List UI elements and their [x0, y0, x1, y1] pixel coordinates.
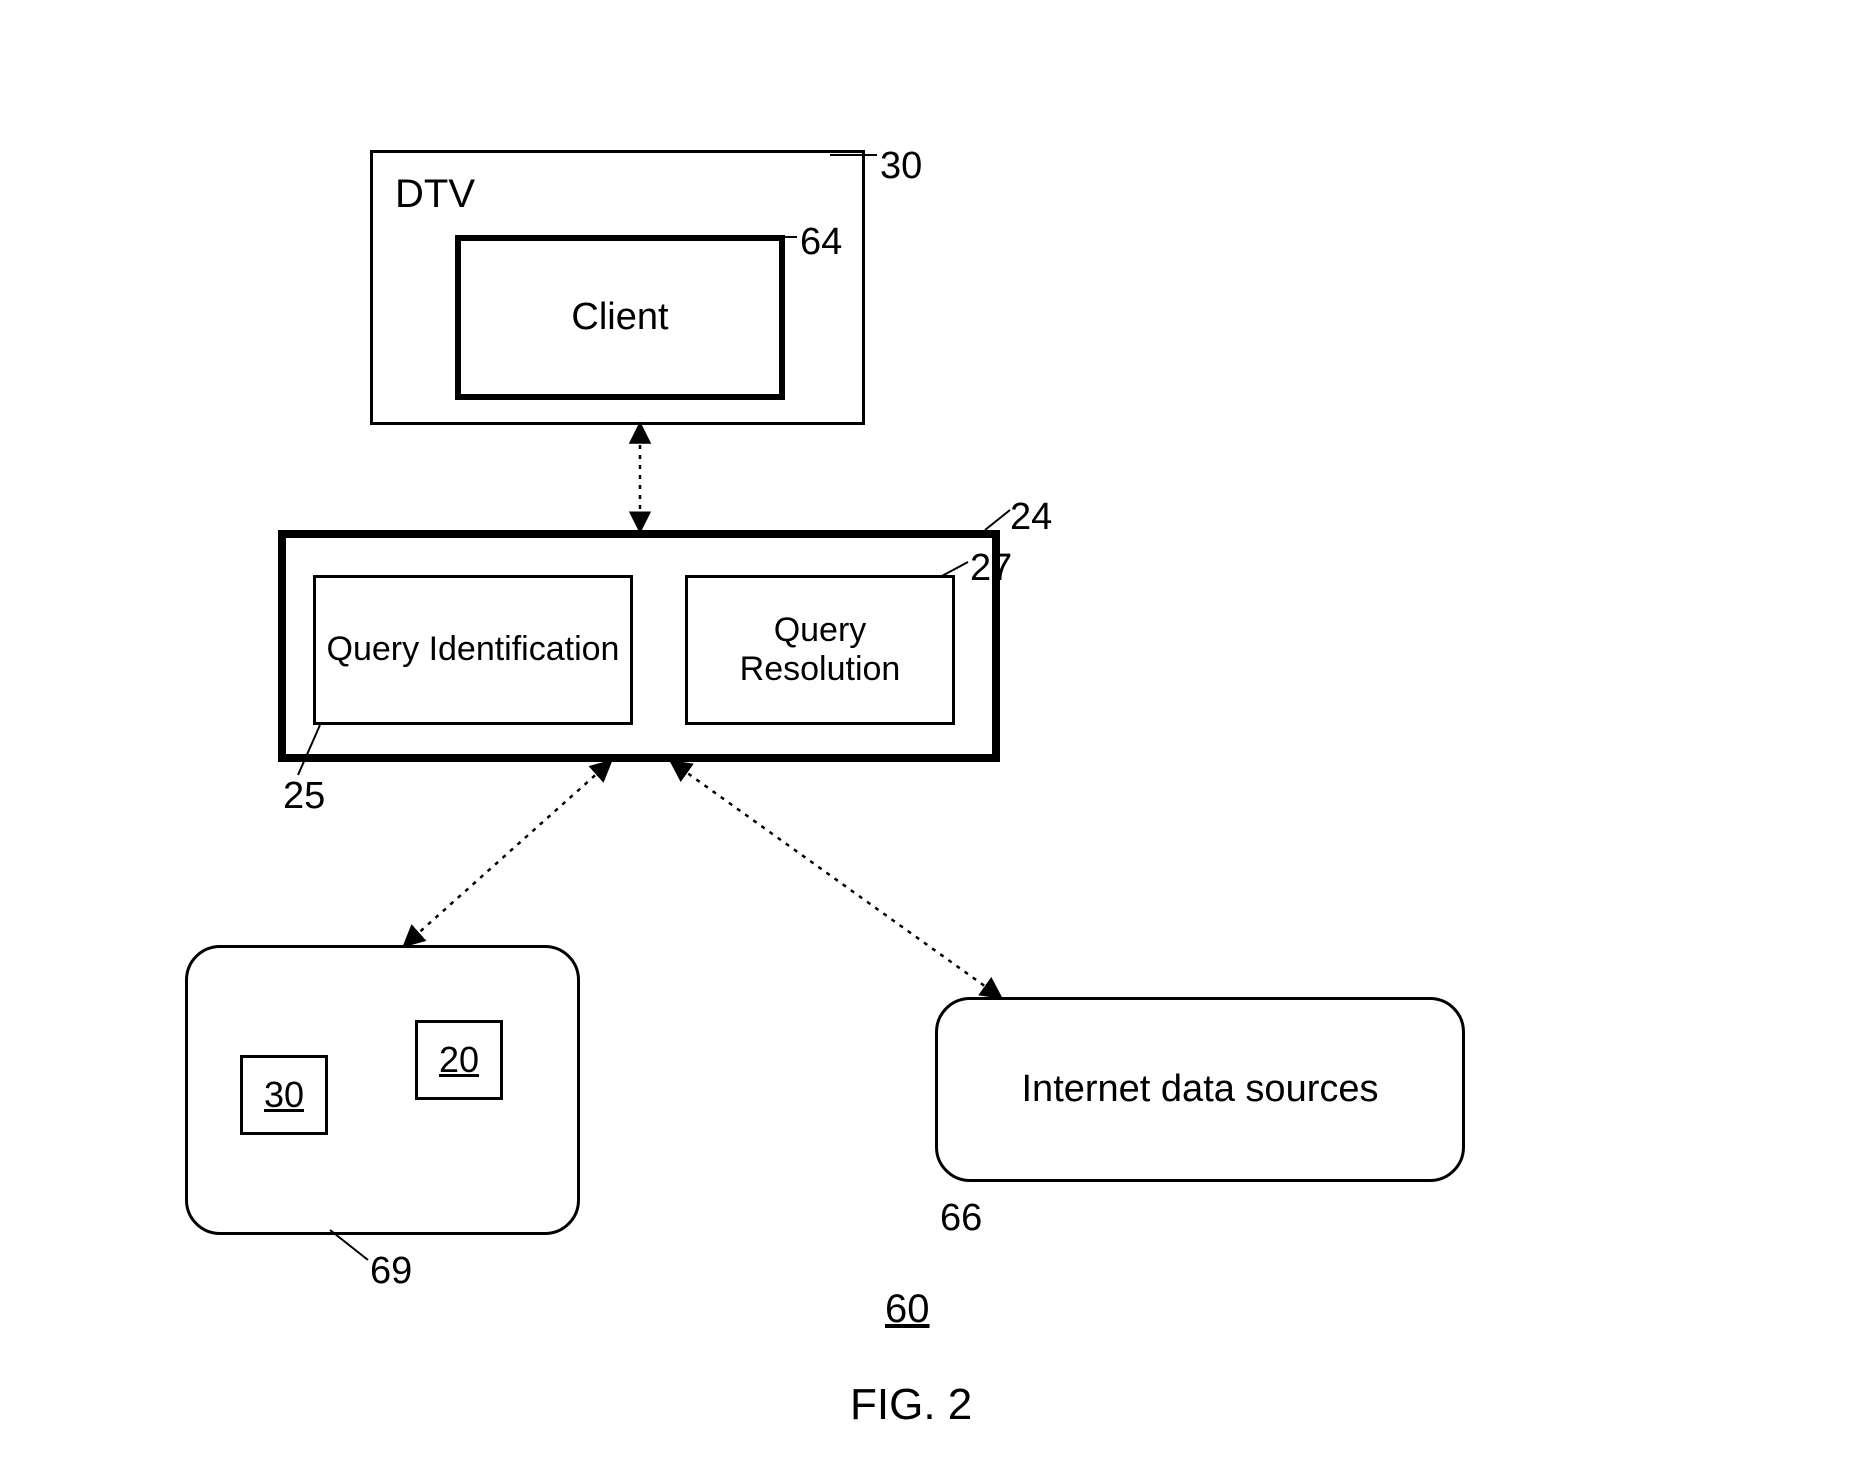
network-inner-30-label: 30	[264, 1074, 304, 1116]
query-resolution-box: Query Resolution	[685, 575, 955, 725]
server-ref: 24	[1010, 496, 1052, 539]
query-identification-label: Query Identification	[327, 631, 620, 668]
internet-ref: 66	[940, 1197, 982, 1240]
dtv-ref: 30	[880, 145, 922, 188]
query-resolution-ref: 27	[970, 547, 1012, 590]
leader-server-24	[985, 510, 1010, 530]
client-box: Client	[455, 235, 785, 400]
figure-caption: FIG. 2	[850, 1380, 972, 1430]
arrow-server-internet	[672, 762, 1000, 997]
network-inner-20-box: 20	[415, 1020, 503, 1100]
client-ref: 64	[800, 221, 842, 264]
query-identification-box: Query Identification	[313, 575, 633, 725]
network-ref: 69	[370, 1250, 412, 1293]
query-identification-ref: 25	[283, 775, 325, 818]
network-inner-20-label: 20	[439, 1039, 479, 1081]
system-ref: 60	[885, 1287, 930, 1332]
internet-label: Internet data sources	[1022, 1068, 1379, 1111]
network-inner-30-box: 30	[240, 1055, 328, 1135]
dtv-label: DTV	[395, 172, 475, 217]
internet-box: Internet data sources	[935, 997, 1465, 1182]
query-resolution-label: Query Resolution	[688, 611, 952, 689]
arrow-server-network	[405, 762, 610, 945]
client-label: Client	[571, 296, 668, 339]
